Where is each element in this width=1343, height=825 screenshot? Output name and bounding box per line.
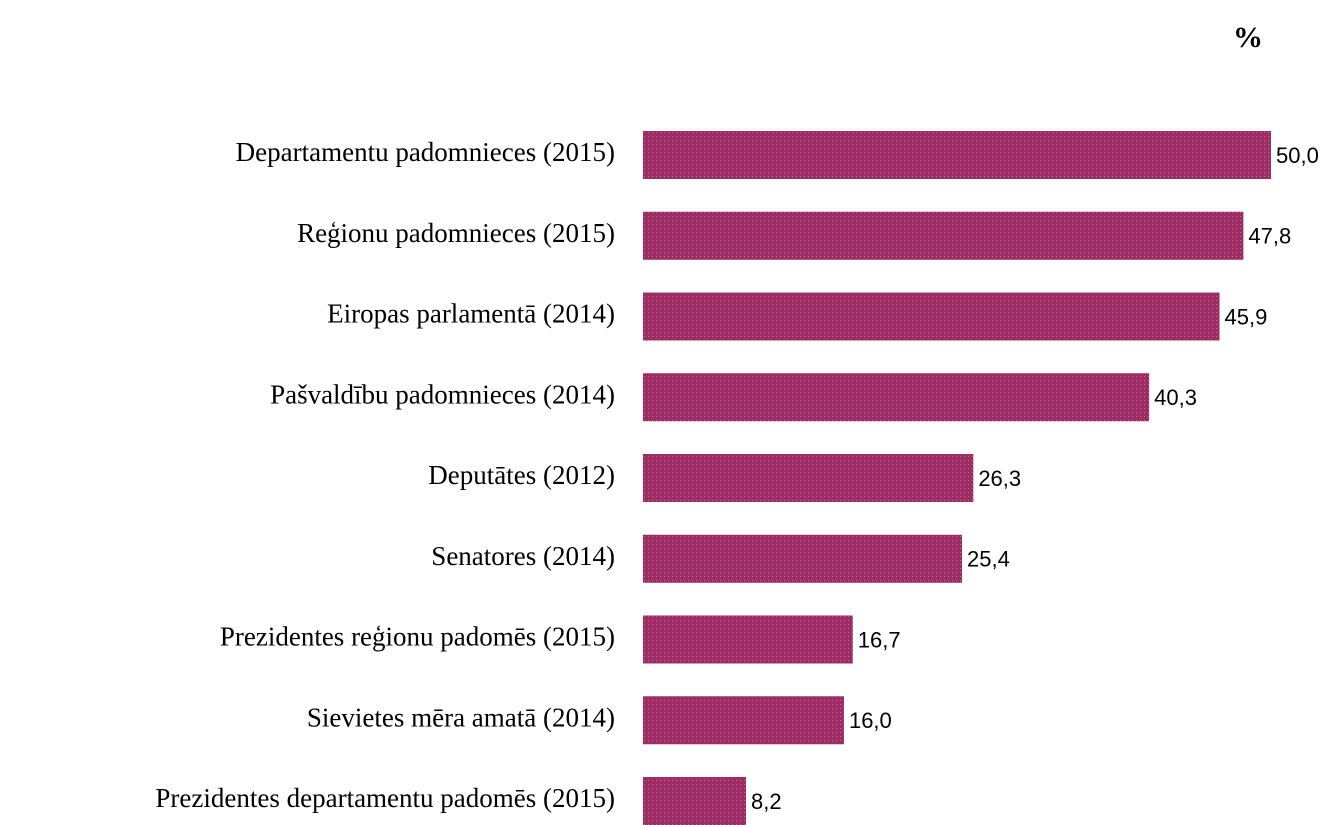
- value-label: 8,2: [751, 789, 782, 814]
- chart-title: %: [1233, 21, 1263, 54]
- value-label: 16,7: [858, 627, 901, 652]
- bar-texture: [643, 534, 963, 583]
- category-label: Deputātes (2012): [428, 460, 615, 490]
- bar-texture: [643, 211, 1244, 260]
- bar-texture: [643, 696, 844, 745]
- category-label: Reģionu padomnieces (2015): [297, 218, 615, 248]
- category-label: Departamentu padomnieces (2015): [236, 137, 615, 167]
- category-label: Eiropas parlamentā (2014): [327, 299, 615, 329]
- category-label: Prezidentes departamentu padomēs (2015): [155, 783, 615, 813]
- value-label: 25,4: [967, 547, 1010, 572]
- value-label: 40,3: [1154, 385, 1197, 410]
- value-label: 26,3: [978, 466, 1021, 491]
- bar-texture: [643, 292, 1220, 341]
- value-label: 45,9: [1225, 304, 1268, 329]
- bar-texture: [643, 615, 853, 664]
- bar-texture: [643, 131, 1271, 179]
- bar-texture: [643, 777, 746, 825]
- value-label: 50,0: [1276, 143, 1319, 168]
- category-label: Senatores (2014): [431, 541, 615, 571]
- category-label: Sievietes mēra amatā (2014): [307, 702, 615, 732]
- bar-texture: [643, 373, 1150, 422]
- category-label: Prezidentes reģionu padomēs (2015): [220, 622, 615, 652]
- value-label: 16,0: [849, 708, 892, 733]
- value-label: 47,8: [1248, 224, 1291, 249]
- category-label: Pašvaldību padomnieces (2014): [270, 379, 615, 409]
- bar-texture: [643, 454, 974, 502]
